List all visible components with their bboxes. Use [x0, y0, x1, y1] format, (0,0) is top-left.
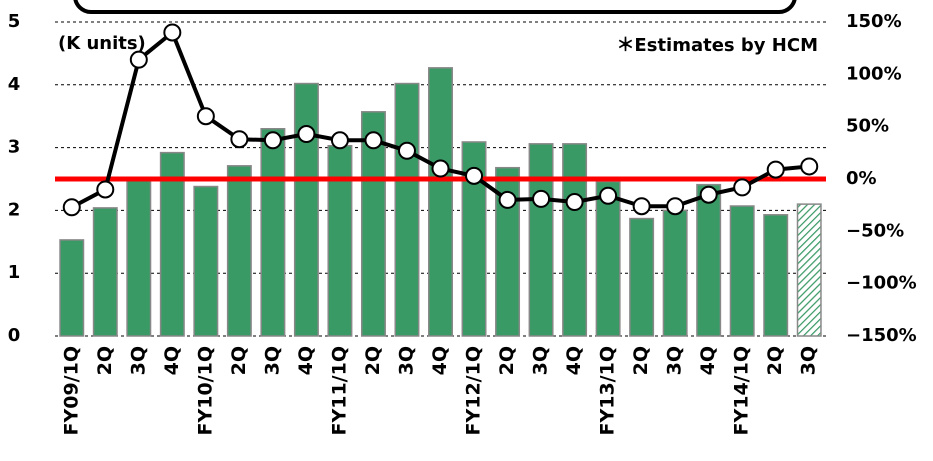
x-tick-label: 3Q: [261, 346, 283, 375]
x-tick-label: 3Q: [127, 346, 149, 375]
x-tick-label: 2Q: [228, 346, 250, 375]
x-tick-label: 3Q: [798, 346, 820, 375]
x-tick-label: 2Q: [764, 346, 786, 375]
bar: [226, 165, 252, 337]
marker: [431, 159, 450, 178]
marker: [96, 180, 115, 199]
x-tick-label: 2Q: [630, 346, 652, 375]
x-tick-label: 2Q: [496, 346, 518, 375]
bar: [260, 128, 286, 337]
bar: [428, 67, 453, 337]
y2-tick-label: −150%: [846, 325, 917, 346]
bar: [193, 185, 219, 337]
y2-tick-label: −50%: [846, 220, 904, 241]
marker: [498, 190, 517, 209]
marker: [364, 131, 383, 150]
y2-tick-label: 150%: [846, 11, 902, 32]
x-tick-label: 2Q: [94, 346, 116, 375]
marker: [599, 186, 618, 205]
marker: [666, 197, 685, 216]
x-tick-label: 4Q: [161, 346, 183, 375]
x-tick-label: FY12/1Q: [463, 346, 485, 436]
annotation: (K units): [58, 33, 146, 54]
bar: [92, 207, 118, 337]
x-tick-label: FY10/1Q: [194, 346, 216, 436]
y-tick-label: 2: [8, 199, 21, 220]
bar: [629, 217, 655, 337]
y2-tick-label: −100%: [846, 273, 917, 294]
marker: [699, 185, 718, 204]
y-tick-label: 0: [8, 325, 21, 346]
y-tick-label: 5: [8, 11, 21, 32]
bar: [394, 82, 420, 337]
y2-tick-label: 0%: [846, 168, 877, 189]
marker: [766, 160, 785, 179]
y-tick-label: 1: [8, 262, 21, 283]
marker: [397, 141, 416, 160]
bar: [528, 143, 554, 337]
y-tick-label: 3: [8, 137, 21, 158]
bar: [360, 111, 386, 337]
x-tick-label: FY09/1Q: [60, 346, 82, 436]
marker: [330, 131, 349, 150]
x-tick-label: 4Q: [429, 346, 451, 375]
bar: [159, 151, 185, 337]
bar: [562, 143, 588, 337]
x-tick-label: 4Q: [295, 346, 317, 375]
y2-tick-label: 100%: [846, 63, 902, 84]
callout-box: [73, 0, 797, 14]
bar: [796, 203, 822, 337]
bar: [59, 239, 85, 337]
x-tick-label: 4Q: [697, 346, 719, 375]
annotation: ＊Estimates by HCM: [616, 35, 818, 56]
y2-tick-label: 50%: [846, 116, 889, 137]
marker: [532, 189, 551, 208]
bar: [662, 209, 688, 337]
marker: [297, 124, 316, 143]
marker: [632, 197, 651, 216]
x-tick-label: 3Q: [395, 346, 417, 375]
bar: [696, 183, 722, 337]
x-tick-label: 3Q: [664, 346, 686, 375]
y-tick-label: 4: [8, 74, 21, 95]
marker: [565, 193, 584, 212]
bar: [595, 180, 621, 337]
bar: [461, 141, 487, 337]
marker: [733, 178, 752, 197]
x-tick-label: 4Q: [563, 346, 585, 375]
bar: [495, 166, 521, 337]
marker: [800, 157, 819, 176]
marker: [163, 23, 182, 42]
x-tick-label: FY13/1Q: [597, 346, 619, 436]
x-tick-label: 3Q: [530, 346, 552, 375]
marker: [196, 107, 215, 126]
bar: [293, 82, 319, 337]
marker: [465, 166, 484, 185]
x-tick-label: 2Q: [362, 346, 384, 375]
marker: [230, 130, 249, 149]
bar: [327, 144, 353, 337]
bar: [763, 214, 789, 337]
x-tick-label: FY11/1Q: [328, 346, 350, 436]
marker: [129, 50, 148, 69]
x-tick-label: FY14/1Q: [731, 346, 753, 436]
marker: [62, 198, 81, 217]
marker: [263, 131, 282, 150]
bar: [126, 176, 152, 337]
bar: [729, 205, 755, 337]
